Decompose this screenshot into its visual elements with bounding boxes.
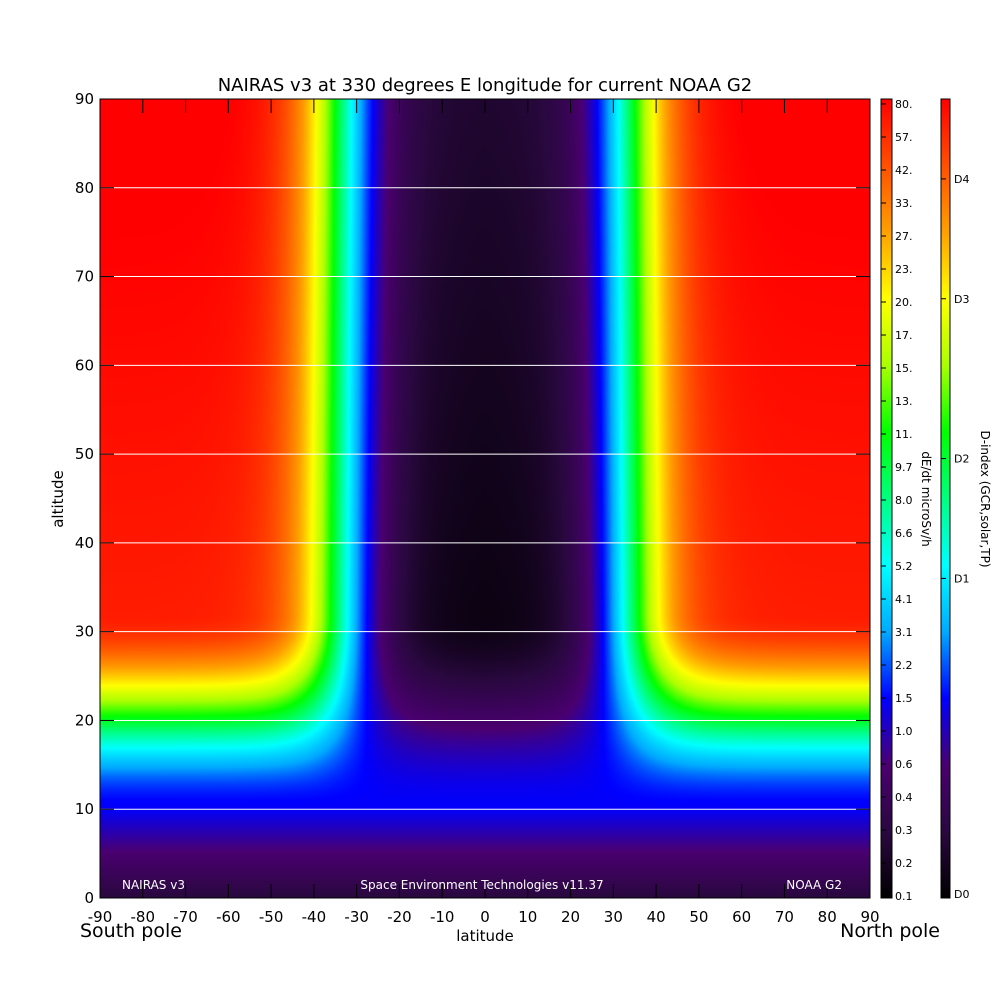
y-tick-label: 50 — [75, 445, 94, 463]
chart-title: NAIRAS v3 at 330 degrees E longitude for… — [218, 75, 753, 96]
colorbar1 — [880, 98, 893, 899]
x-axis-ticks: -90 -80 -70 -60 -50 -40 -30 -20 -10 0 10 20 30 40 50 60… — [88, 99, 880, 926]
x-tick-label: 10 — [518, 908, 537, 926]
y-axis-ticks: 0 10 20 30 40 50 60 70 80 90 — [75, 90, 870, 907]
x-tick-label: -70 — [173, 908, 198, 926]
colorbar1-tick-label: 15. — [895, 362, 913, 375]
y-tick-label: 0 — [84, 889, 94, 907]
colorbar1-tick-label: 0.1 — [895, 890, 913, 903]
x-tick-label: -10 — [430, 908, 455, 926]
footer-center-text: Space Environment Technologies v11.37 — [360, 878, 603, 892]
x-tick-label: 0 — [480, 908, 490, 926]
colorbar1-tick-label: 1.0 — [895, 725, 913, 738]
colorbar1-tick-label: 0.6 — [895, 758, 913, 771]
colorbar1-tick-label: 11. — [895, 428, 913, 441]
x-tick-label: 70 — [775, 908, 794, 926]
colorbar2-tick-label: D1 — [954, 572, 969, 585]
x-tick-label: -60 — [216, 908, 241, 926]
colorbar2-tick-label: D3 — [954, 293, 969, 306]
x-tick-label: 60 — [732, 908, 751, 926]
colorbar2 — [940, 98, 951, 899]
y-tick-label: 30 — [75, 623, 94, 641]
colorbar1-tick-label: 0.2 — [895, 857, 913, 870]
heatmap-image — [100, 99, 870, 898]
x-tick-label: 30 — [604, 908, 623, 926]
colorbar1-tick-label: 42. — [895, 164, 913, 177]
x-tick-label: -20 — [387, 908, 412, 926]
colorbar2-tick-label: D0 — [954, 888, 969, 901]
south-pole-label: South pole — [80, 920, 182, 942]
x-tick-label: 50 — [689, 908, 708, 926]
colorbar1-tick-label: 80. — [895, 98, 913, 111]
colorbar1-tick-label: 2.2 — [895, 659, 913, 672]
footer-left-text: NAIRAS v3 — [122, 878, 185, 892]
y-axis-label: altitude — [49, 470, 67, 528]
colorbar2-label: D-index (GCR,solar,TP) — [978, 430, 992, 567]
x-tick-label: -50 — [259, 908, 284, 926]
x-tick-label: 80 — [818, 908, 837, 926]
colorbar1-tick-label: 8.0 — [895, 494, 913, 507]
colorbar1-label: dE/dt microSv/h — [919, 451, 933, 546]
colorbar1-tick-label: 3.1 — [895, 626, 913, 639]
gridlines — [100, 187, 870, 810]
x-tick-label: -30 — [344, 908, 369, 926]
colorbar2-tick-label: D2 — [954, 453, 969, 466]
colorbar1-tick-label: 5.2 — [895, 560, 913, 573]
x-tick-label: 20 — [561, 908, 580, 926]
north-pole-label: North pole — [840, 920, 940, 942]
y-tick-label: 70 — [75, 268, 94, 286]
colorbar1-tick-label: 9.7 — [895, 461, 913, 474]
colorbar1-tick-label: 1.5 — [895, 692, 913, 705]
y-tick-label: 80 — [75, 179, 94, 197]
colorbar1-tick-label: 20. — [895, 296, 913, 309]
colorbar2-ticks: D4 D3 D2 D1 D0 — [941, 173, 969, 901]
x-tick-label: 90 — [860, 908, 879, 926]
colorbar1-tick-label: 6.6 — [895, 527, 913, 540]
colorbar1-tick-label: 4.1 — [895, 593, 913, 606]
y-tick-label: 40 — [75, 534, 94, 552]
x-tick-label: -90 — [88, 908, 113, 926]
colorbar1-tick-label: 17. — [895, 329, 913, 342]
colorbar2-tick-label: D4 — [954, 173, 969, 186]
colorbar1-tick-label: 57. — [895, 131, 913, 144]
colorbar1-ticks: 80. 57. 42. 33. 27. 23. 20. 17. 15. 13. 11. 9.7 8.0 6… — [881, 98, 913, 903]
y-tick-label: 10 — [75, 800, 94, 818]
x-tick-label: -80 — [131, 908, 156, 926]
y-tick-label: 90 — [75, 90, 94, 108]
x-axis-label: latitude — [456, 927, 514, 945]
colorbar1-tick-label: 23. — [895, 263, 913, 276]
colorbar1-tick-label: 0.4 — [895, 791, 913, 804]
y-tick-label: 20 — [75, 711, 94, 729]
colorbar1-tick-label: 0.3 — [895, 824, 913, 837]
colorbar1-tick-label: 33. — [895, 197, 913, 210]
colorbar1-tick-label: 13. — [895, 395, 913, 408]
x-tick-label: -40 — [302, 908, 327, 926]
footer-right-text: NOAA G2 — [786, 878, 842, 892]
colorbar1-tick-label: 27. — [895, 230, 913, 243]
x-tick-label: 40 — [647, 908, 666, 926]
y-tick-label: 60 — [75, 356, 94, 374]
